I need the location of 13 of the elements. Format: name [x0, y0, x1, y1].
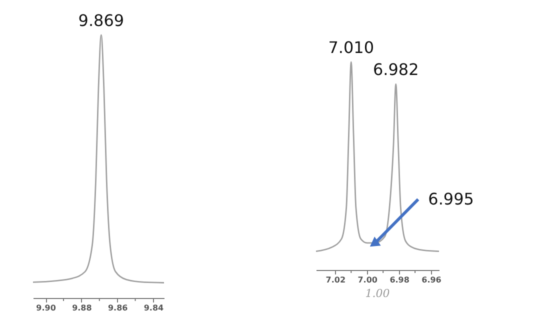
text: 1.00 [365, 287, 390, 300]
x-tick-label: 9.90 [36, 304, 56, 312]
x-tick-label: 7.02 [326, 276, 346, 284]
annotation: 9.869 [78, 10, 124, 30]
annotation: 7.010 [328, 38, 374, 57]
x-tick-label: 6.96 [422, 276, 442, 284]
x-tick-label: 9.86 [108, 304, 128, 312]
x-tick-label: 9.84 [144, 304, 164, 312]
x-tick-label: 7.00 [358, 276, 378, 284]
x-tick-label: 9.88 [72, 304, 92, 312]
annotation: 6.982 [372, 60, 419, 80]
x-tick-label: 6.98 [390, 276, 410, 284]
annotation: 6.995 [428, 189, 474, 208]
